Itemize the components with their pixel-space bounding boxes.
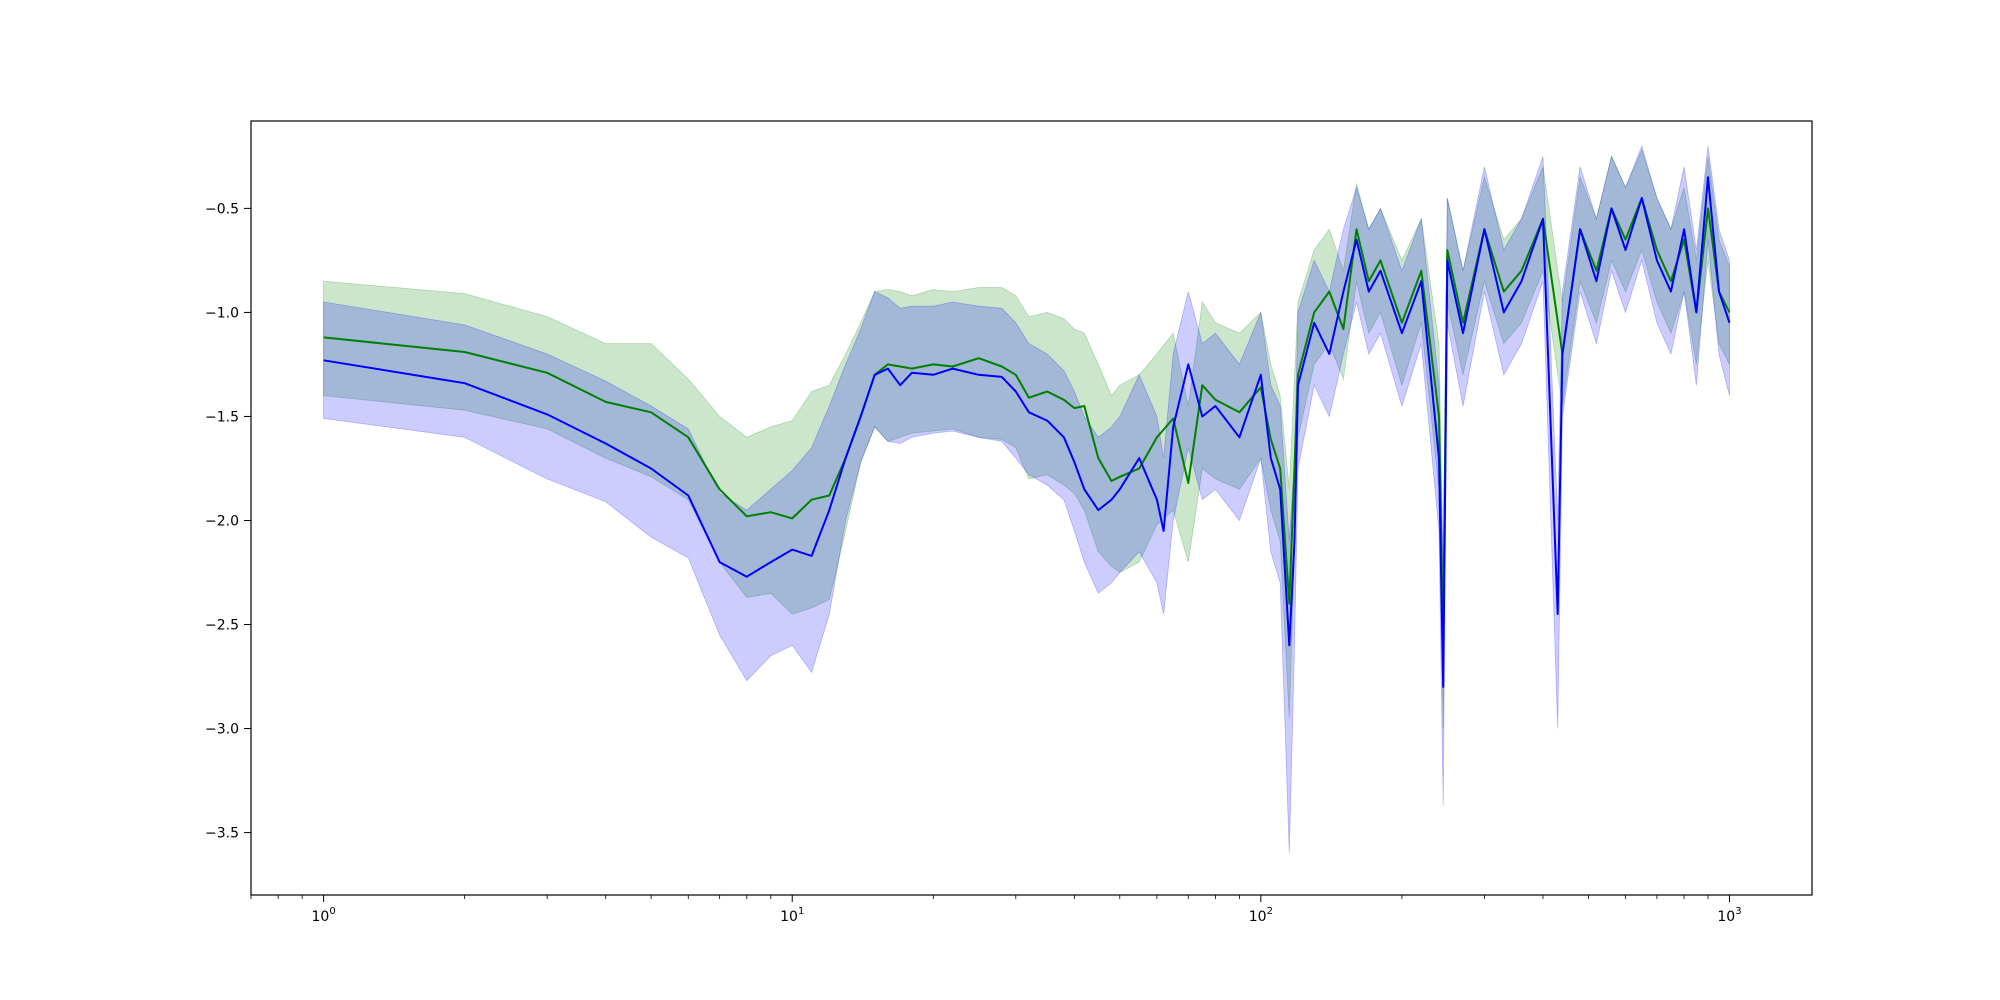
y-tick-label: −0.5: [205, 201, 239, 217]
y-tick-label: −1.0: [205, 305, 239, 321]
y-tick-label: −1.5: [205, 409, 239, 425]
series-1-band: [323, 148, 1730, 729]
x-tick-label: 101: [780, 906, 804, 925]
x-tick-label: 100: [311, 906, 335, 925]
y-tick-label: −3.0: [205, 722, 239, 738]
series-lines: [323, 176, 1731, 688]
plot-frame: [250, 120, 1813, 896]
y-axis: −0.5 −1.0 −1.5 −2.0 −2.5 −3.0 −3.5: [205, 201, 251, 842]
confidence-bands: [323, 144, 1730, 854]
y-tick-label: −2.5: [205, 618, 239, 634]
series-2-band: [323, 144, 1730, 854]
y-tick-label: −2.0: [205, 513, 239, 529]
y-tick-label: −3.5: [205, 826, 239, 842]
series-2-line: [323, 176, 1731, 688]
x-axis: 100 101 102 103: [250, 895, 1742, 925]
x-tick-label: 103: [1717, 906, 1741, 925]
x-tick-label: 102: [1249, 906, 1273, 925]
